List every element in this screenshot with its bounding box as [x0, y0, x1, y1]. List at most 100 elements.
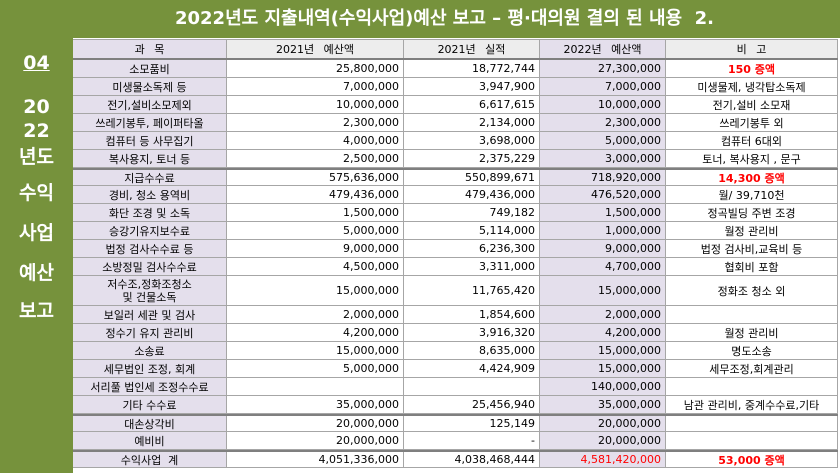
subject-cell: 대손상각비: [73, 416, 227, 431]
subject-cell: 정수기 유지 관리비: [73, 324, 227, 341]
actual-2021-cell: -: [404, 432, 540, 449]
sidebar-year-part: 20: [23, 96, 50, 118]
subject-cell: 쓰레기봉투, 페이퍼타올: [73, 114, 227, 131]
budget-2021-cell: 9,000,000: [227, 240, 404, 257]
table-row: 서리풀 법인세 조정수수료 140,000,000: [73, 378, 838, 396]
budget-2021-cell: 4,000,000: [227, 132, 404, 149]
sidebar: 04 20 22 년도 수익 사업 예산 보고: [0, 0, 73, 473]
title-bar: 2022년도 지출내역(수익사업)예산 보고 – 평·대의원 결의 된 내용 2…: [73, 0, 840, 38]
subject-cell: 보일러 세관 및 검사: [73, 306, 227, 323]
actual-2021-cell: 8,635,000: [404, 342, 540, 359]
budget-2021-cell: 479,436,000: [227, 186, 404, 203]
note-cell: [666, 416, 838, 431]
note-cell: 세무조정,회계관리: [666, 360, 838, 377]
actual-2021-cell: 4,424,909: [404, 360, 540, 377]
table-row: 정수기 유지 관리비 4,200,000 3,916,320 4,200,000…: [73, 324, 838, 342]
actual-2021-cell: 125,149: [404, 416, 540, 431]
actual-2021-cell: 5,114,000: [404, 222, 540, 239]
budget-2021-cell: 35,000,000: [227, 396, 404, 413]
budget-2022-cell: 20,000,000: [540, 416, 666, 431]
sidebar-label: 수익: [19, 182, 54, 204]
note-cell: 쓰레기봉투 외: [666, 114, 838, 131]
note-cell: [666, 378, 838, 395]
budget-2022-cell: 140,000,000: [540, 378, 666, 395]
page-title: 2022년도 지출내역(수익사업)예산 보고 – 평·대의원 결의 된 내용 2…: [174, 8, 715, 29]
budget-2021-cell: 2,300,000: [227, 114, 404, 131]
budget-2022-cell: 15,000,000: [540, 342, 666, 359]
budget-2022-cell: 4,200,000: [540, 324, 666, 341]
table-row: 대손상각비 20,000,000 125,149 20,000,000: [73, 414, 838, 432]
subject-cell: 소모품비: [73, 60, 227, 77]
budget-2021-cell: 25,800,000: [227, 60, 404, 77]
subject-cell: 경비, 청소 용역비: [73, 186, 227, 203]
table-row: 쓰레기봉투, 페이퍼타올 2,300,000 2,134,000 2,300,0…: [73, 114, 838, 132]
table-row: 복사용지, 토너 등 2,500,000 2,375,229 3,000,000…: [73, 150, 838, 168]
actual-2021-cell: 18,772,744: [404, 60, 540, 77]
header-budget-2022: 2022년 예산액: [540, 40, 666, 58]
budget-2021-cell: 2,500,000: [227, 150, 404, 167]
table-total-row: 수익사업 계 4,051,336,000 4,038,468,444 4,581…: [73, 450, 838, 468]
sidebar-label: 예산: [19, 262, 54, 284]
sidebar-label: 년도: [19, 146, 54, 168]
table-row: 전기,설비소모제외 10,000,000 6,617,615 10,000,00…: [73, 96, 838, 114]
budget-2021-cell: 5,000,000: [227, 360, 404, 377]
budget-2022-cell: 7,000,000: [540, 78, 666, 95]
budget-2022-cell: 27,300,000: [540, 60, 666, 77]
note-cell: 토너, 복사용지 , 문구: [666, 150, 838, 167]
note-cell: 정화조 청소 외: [666, 276, 838, 305]
budget-2021-cell: 4,200,000: [227, 324, 404, 341]
budget-table: 과 목 2021년 예산액 2021년 실적 2022년 예산액 비 고 소모품…: [73, 39, 838, 468]
actual-2021-cell: 2,375,229: [404, 150, 540, 167]
budget-2021-cell: 2,000,000: [227, 306, 404, 323]
budget-2022-cell: 5,000,000: [540, 132, 666, 149]
budget-2022-cell: 9,000,000: [540, 240, 666, 257]
budget-2021-cell: 7,000,000: [227, 78, 404, 95]
note-cell: 법정 검사비,교육비 등: [666, 240, 838, 257]
actual-2021-cell: 6,236,300: [404, 240, 540, 257]
budget-2021-cell: 575,636,000: [227, 170, 404, 185]
budget-2021-cell: 10,000,000: [227, 96, 404, 113]
budget-2022-cell: 10,000,000: [540, 96, 666, 113]
subject-cell: 승강기유지보수료: [73, 222, 227, 239]
note-cell: 월/ 39,710천: [666, 186, 838, 203]
budget-2021-cell: 20,000,000: [227, 432, 404, 449]
header-subject: 과 목: [73, 40, 227, 58]
note-cell: 컴퓨터 6대외: [666, 132, 838, 149]
note-cell: 월정 관리비: [666, 222, 838, 239]
table-row: 기타 수수료 35,000,000 25,456,940 35,000,000 …: [73, 396, 838, 414]
budget-2022-cell: 2,300,000: [540, 114, 666, 131]
subject-cell: 기타 수수료: [73, 396, 227, 413]
budget-2022-cell: 15,000,000: [540, 360, 666, 377]
note-cell: 전기,설비 소모재: [666, 96, 838, 113]
header-budget-2021: 2021년 예산액: [227, 40, 404, 58]
subject-cell: 지급수수료: [73, 170, 227, 185]
actual-2021-cell: 1,854,600: [404, 306, 540, 323]
sidebar-section-number: 04: [23, 52, 50, 74]
note-cell: 14,300 증액: [666, 170, 838, 185]
note-cell: 정곡빌딩 주변 조경: [666, 204, 838, 221]
budget-2022-cell: 35,000,000: [540, 396, 666, 413]
budget-2021-cell: 5,000,000: [227, 222, 404, 239]
sidebar-label: 사업: [19, 222, 54, 244]
subject-cell: 소송료: [73, 342, 227, 359]
header-actual-2021: 2021년 실적: [404, 40, 540, 58]
table-row: 지급수수료 575,636,000 550,899,671 718,920,00…: [73, 168, 838, 186]
sidebar-label: 보고: [19, 300, 54, 322]
table-row: 저수조,정화조청소 및 건물소독 15,000,000 11,765,420 1…: [73, 276, 838, 306]
budget-2022-cell: 718,920,000: [540, 170, 666, 185]
table-row: 보일러 세관 및 검사 2,000,000 1,854,600 2,000,00…: [73, 306, 838, 324]
note-cell: 남관 관리비, 중계수수료,기타: [666, 396, 838, 413]
table-row: 예비비 20,000,000 - 20,000,000: [73, 432, 838, 450]
subject-cell: 세무법인 조정, 회계: [73, 360, 227, 377]
table-row: 소방정밀 검사수수료 4,500,000 3,311,000 4,700,000…: [73, 258, 838, 276]
budget-2022-cell: 15,000,000: [540, 276, 666, 305]
sidebar-year-part: 22: [23, 120, 50, 142]
note-cell: 미생물제, 냉각탑소독제: [666, 78, 838, 95]
budget-2022-cell: 476,520,000: [540, 186, 666, 203]
actual-2021-cell: [404, 378, 540, 395]
subject-cell: 예비비: [73, 432, 227, 449]
note-cell: [666, 306, 838, 323]
subject-cell: 미생물소독제 등: [73, 78, 227, 95]
table-header-row: 과 목 2021년 예산액 2021년 실적 2022년 예산액 비 고: [73, 40, 838, 60]
budget-2022-cell: 1,500,000: [540, 204, 666, 221]
